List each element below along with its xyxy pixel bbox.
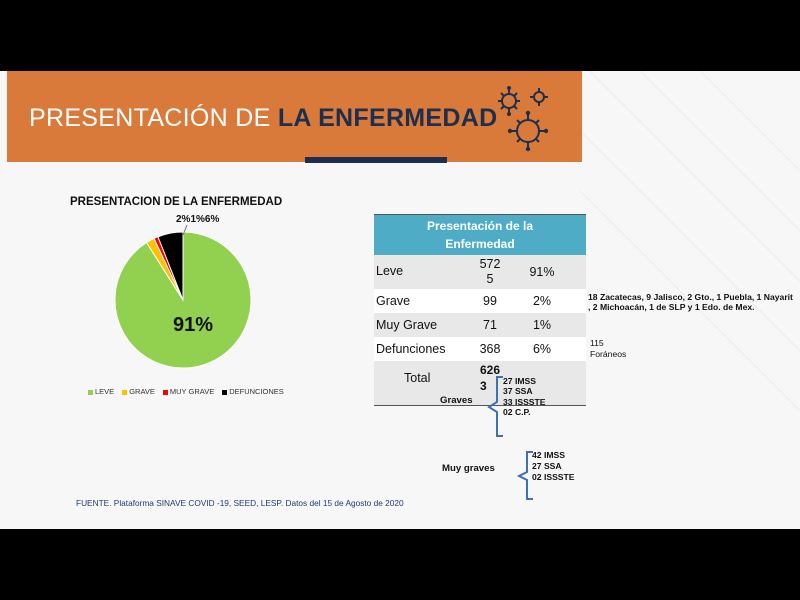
row-count: 99: [483, 294, 497, 308]
background-decoration: [559, 71, 800, 412]
states-note: 18 Zacatecas, 9 Jalisco, 2 Gto., 1 Puebl…: [588, 292, 793, 312]
row-pct: 1%: [532, 318, 552, 332]
slide: PRESENTACIÓN DE LA ENFERMEDAD: [0, 71, 800, 529]
table-row: Grave 99 2%: [374, 289, 586, 313]
row-label: Defunciones: [376, 342, 446, 356]
legend-label: LEVE: [95, 387, 115, 396]
table-row: Leve 572 5 91%: [374, 255, 586, 289]
foraneos-note: 115 Foráneos: [590, 338, 627, 359]
header-banner: PRESENTACIÓN DE LA ENFERMEDAD: [7, 71, 582, 162]
legend-label: GRAVE: [129, 387, 155, 396]
legend-swatch: [162, 389, 168, 395]
row-label: Leve: [376, 264, 404, 278]
pie-data-label-leve: 91%: [173, 314, 213, 336]
legend-item: DEFUNCIONES: [222, 387, 284, 396]
graves-label: Graves: [440, 395, 473, 406]
table-row: Muy Grave 71 1%: [374, 313, 586, 337]
legend-label: MUY GRAVE: [169, 387, 215, 396]
table-total-row: Total 626 3: [374, 361, 586, 405]
total-value: 626 3: [480, 363, 501, 393]
row-count: 572 5: [479, 257, 501, 286]
pie-chart: 91%: [114, 225, 252, 369]
pie-small-labels: 2%1%6%: [176, 214, 220, 225]
legend-swatch: [88, 389, 93, 395]
table-row: Defunciones 368 6%: [374, 337, 586, 361]
muy-graves-list: 42 IMSS 27 SSA 02 ISSSTE: [532, 450, 575, 482]
muy-graves-brace: [516, 451, 533, 500]
row-label: Grave: [376, 294, 411, 308]
row-count: 71: [483, 318, 497, 332]
chart-legend: LEVE GRAVE MUY GRAVE DEFUNCIONES: [88, 387, 284, 396]
legend-swatch: [122, 389, 128, 395]
muy-graves-label: Muy graves: [442, 463, 495, 474]
source-footer: FUENTE. Plataforma SINAVE COVID -19, SEE…: [76, 498, 404, 508]
legend-item: LEVE: [88, 387, 114, 396]
table-header: Presentación de la Enfermedad: [374, 215, 586, 255]
leader-line: [182, 225, 188, 236]
legend-item: MUY GRAVE: [162, 387, 215, 396]
pie-slice-defunciones: [157, 231, 184, 301]
graves-list: 27 IMSS 37 SSA 33 ISSSTE 02 C.P.: [503, 376, 546, 417]
chart-title: PRESENTACION DE LA ENFERMEDAD: [70, 196, 283, 208]
virus-icon: [498, 86, 549, 152]
row-pct: 6%: [532, 342, 552, 356]
page-title: PRESENTACIÓN DE LA ENFERMEDAD: [29, 104, 498, 132]
total-label: Total: [404, 371, 431, 385]
row-count: 368: [479, 342, 501, 356]
legend-swatch: [222, 389, 228, 395]
title-underline: [305, 157, 447, 163]
row-pct: 2%: [532, 294, 552, 308]
row-label: Muy Grave: [376, 318, 438, 332]
row-pct: 91%: [529, 265, 555, 279]
graves-brace: [487, 376, 503, 437]
summary-table: Presentación de la Enfermedad Leve 572 5 …: [374, 214, 586, 406]
legend-item: GRAVE: [122, 387, 155, 396]
legend-label: DEFUNCIONES: [229, 387, 284, 396]
